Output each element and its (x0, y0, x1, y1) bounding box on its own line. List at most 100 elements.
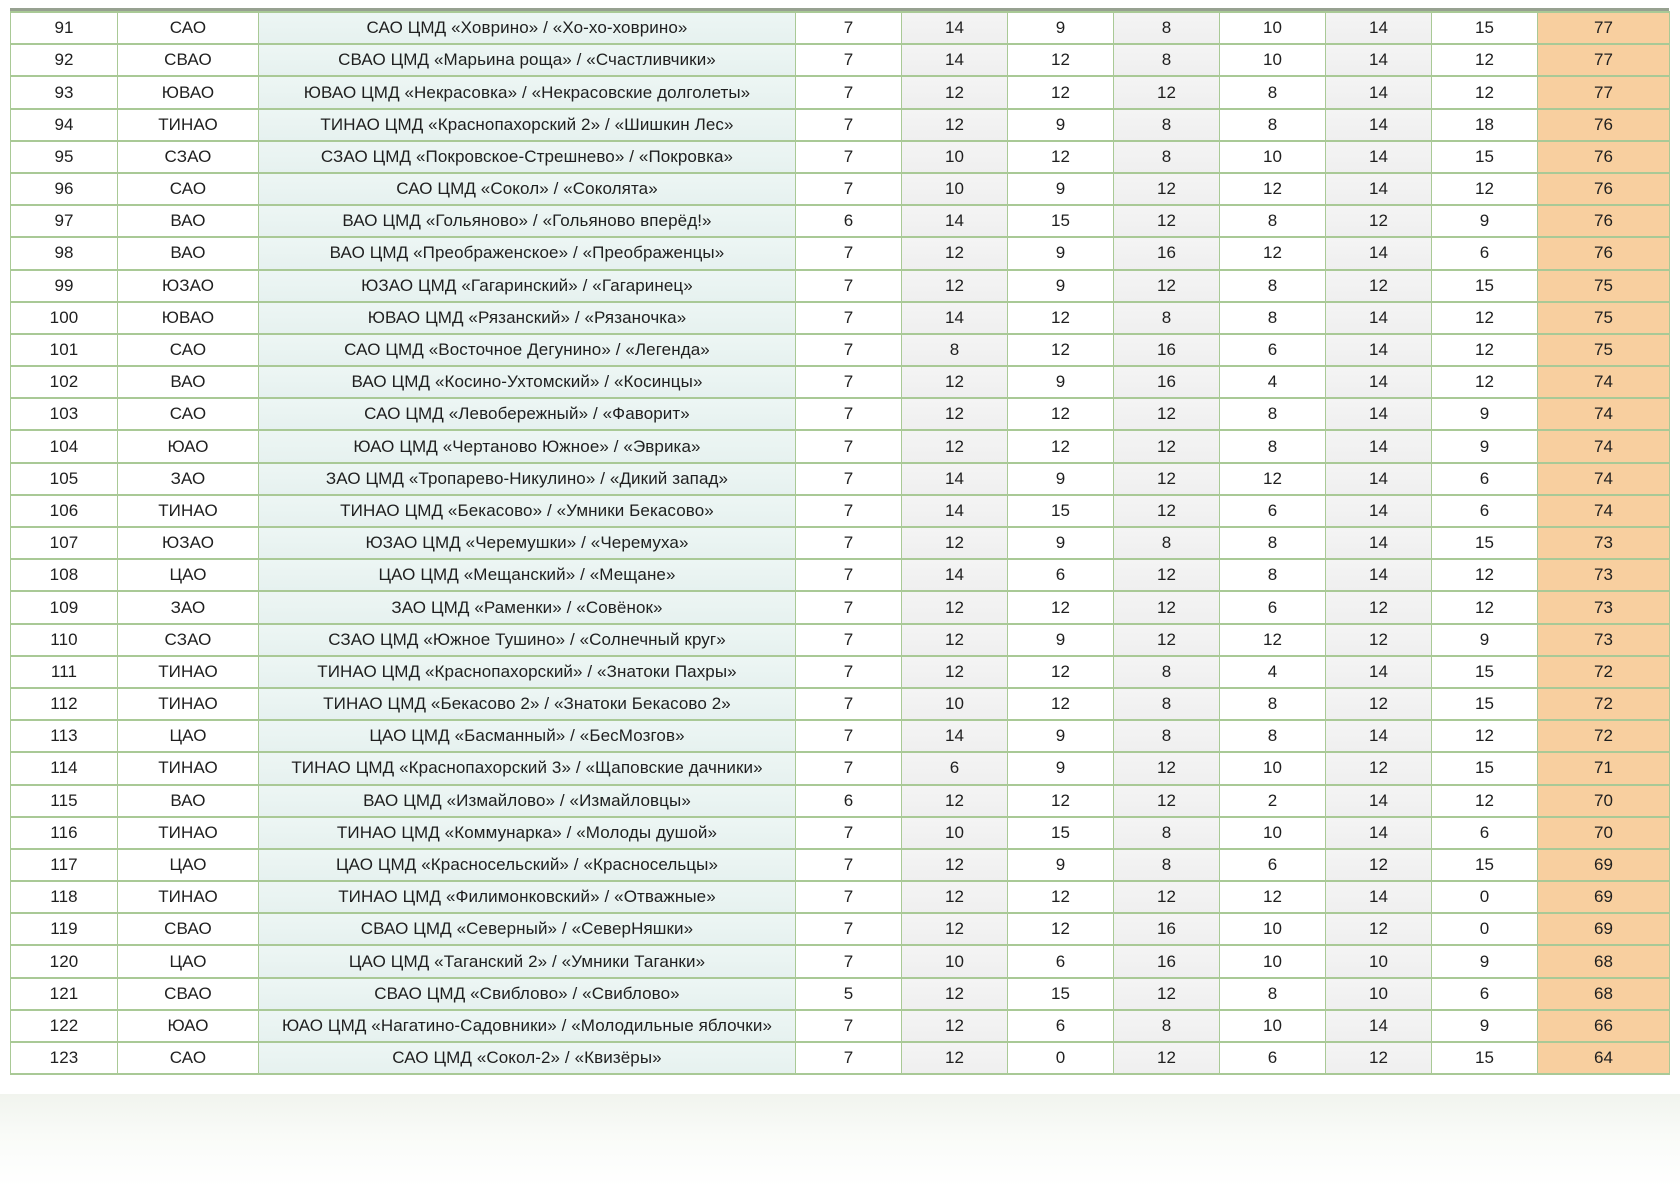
score-cell: 7 (795, 686, 902, 722)
table-row: 112 ТИНАО ТИНАО ЦМД «Бекасово 2» / «Знаток… (10, 686, 1670, 722)
score-cell: 14 (901, 461, 1008, 496)
score-cell: 7 (795, 525, 902, 561)
score-cell: 15 (1007, 493, 1114, 529)
total-cell: 72 (1537, 654, 1670, 689)
total-cell: 76 (1537, 204, 1670, 239)
score-cell: 8 (1113, 815, 1220, 850)
score-cell: 14 (901, 493, 1008, 529)
table-row: 109 ЗАО ЗАО ЦМД «Раменки» / «Совёнок» 7 12 12… (10, 590, 1670, 625)
name-cell: ЦАО ЦМД «Мещанский» / «Мещане» (258, 558, 796, 593)
score-cell: 9 (1007, 461, 1114, 496)
total-cell: 75 (1537, 300, 1670, 335)
name-cell: ЮАО ЦМД «Чертаново Южное» / «Эврика» (258, 429, 796, 464)
name-cell: ВАО ЦМД «Косино-Ухтомский» / «Косинцы» (258, 365, 796, 400)
score-cell: 14 (1325, 43, 1432, 78)
district-cell: ЦАО (117, 944, 259, 979)
name-cell: СЗАО ЦМД «Покровское-Стрешнево» / «Покро… (258, 139, 796, 174)
score-cell: 7 (795, 139, 902, 174)
score-cell: 7 (795, 75, 902, 110)
score-cell: 12 (1113, 429, 1220, 464)
score-cell: 7 (795, 429, 902, 464)
total-cell: 69 (1537, 912, 1670, 947)
score-cell: 12 (1113, 590, 1220, 625)
score-cell: 14 (1325, 493, 1432, 529)
score-cell: 10 (901, 139, 1008, 174)
score-cell: 14 (1325, 236, 1432, 271)
score-cell: 10 (901, 686, 1008, 722)
score-cell: 15 (1007, 976, 1114, 1011)
total-cell: 77 (1537, 10, 1670, 46)
district-cell: СЗАО (117, 139, 259, 174)
page-bottom-fade (0, 1094, 1680, 1187)
score-cell: 16 (1113, 236, 1220, 271)
table-row: 123 САО САО ЦМД «Сокол-2» / «Квизёры» 7 12 0 1… (10, 1040, 1670, 1076)
score-cell: 15 (1431, 139, 1538, 174)
district-cell: ТИНАО (117, 654, 259, 689)
name-cell: САО ЦМД «Ховрино» / «Хо-хо-ховрино» (258, 10, 796, 46)
name-cell: СВАО ЦМД «Марьина роща» / «Счастливчики» (258, 43, 796, 78)
score-cell: 7 (795, 1040, 902, 1076)
district-cell: ТИНАО (117, 880, 259, 915)
table-row: 115 ВАО ВАО ЦМД «Измайлово» / «Измайловцы»… (10, 783, 1670, 818)
score-cell: 7 (795, 365, 902, 400)
score-cell: 10 (901, 944, 1008, 979)
score-cell: 12 (1007, 139, 1114, 174)
score-cell: 12 (1219, 622, 1326, 657)
score-cell: 7 (795, 461, 902, 496)
score-cell: 12 (901, 1008, 1008, 1044)
rank-cell: 103 (10, 397, 118, 432)
table-row: 101 САО САО ЦМД «Восточное Дегунино» / «Ле… (10, 332, 1670, 368)
score-cell: 12 (901, 847, 1008, 883)
table-row: 120 ЦАО ЦАО ЦМД «Таганский 2» / «Умники Та… (10, 944, 1670, 979)
rank-cell: 108 (10, 558, 118, 593)
name-cell: ТИНАО ЦМД «Бекасово 2» / «Знатоки Бекасо… (258, 686, 796, 722)
score-cell: 10 (1325, 944, 1432, 979)
score-cell: 7 (795, 622, 902, 657)
score-cell: 6 (1431, 976, 1538, 1011)
score-cell: 12 (1007, 43, 1114, 78)
score-cell: 8 (1113, 654, 1220, 689)
score-cell: 12 (901, 397, 1008, 432)
score-cell: 6 (1431, 461, 1538, 496)
rank-cell: 102 (10, 365, 118, 400)
score-cell: 12 (1113, 171, 1220, 207)
total-cell: 74 (1537, 461, 1670, 496)
score-cell: 12 (901, 525, 1008, 561)
score-cell: 9 (1007, 622, 1114, 657)
score-cell: 14 (901, 43, 1008, 78)
score-cell: 12 (901, 1040, 1008, 1076)
district-cell: СВАО (117, 976, 259, 1011)
score-cell: 14 (1325, 139, 1432, 174)
score-cell: 7 (795, 268, 902, 303)
score-cell: 8 (1113, 847, 1220, 883)
score-cell: 12 (1431, 719, 1538, 754)
score-cell: 12 (1113, 461, 1220, 496)
rank-cell: 99 (10, 268, 118, 303)
score-cell: 12 (1113, 268, 1220, 303)
score-cell: 6 (1219, 332, 1326, 368)
score-cell: 10 (1219, 1008, 1326, 1044)
score-cell: 12 (1113, 558, 1220, 593)
rank-cell: 120 (10, 944, 118, 979)
rank-cell: 104 (10, 429, 118, 464)
score-cell: 8 (1113, 525, 1220, 561)
score-cell: 9 (1007, 719, 1114, 754)
total-cell: 72 (1537, 686, 1670, 722)
district-cell: САО (117, 171, 259, 207)
score-cell: 7 (795, 107, 902, 142)
score-cell: 12 (901, 912, 1008, 947)
table-row: 91 САО САО ЦМД «Ховрино» / «Хо-хо-ховрино»… (10, 10, 1670, 46)
score-cell: 12 (901, 365, 1008, 400)
score-cell: 7 (795, 847, 902, 883)
total-cell: 74 (1537, 429, 1670, 464)
total-cell: 73 (1537, 525, 1670, 561)
total-cell: 74 (1537, 365, 1670, 400)
score-cell: 14 (1325, 397, 1432, 432)
score-cell: 12 (1325, 622, 1432, 657)
district-cell: СЗАО (117, 622, 259, 657)
score-cell: 12 (1113, 1040, 1220, 1076)
score-cell: 8 (1219, 976, 1326, 1011)
score-cell: 7 (795, 10, 902, 46)
score-cell: 12 (1325, 847, 1432, 883)
